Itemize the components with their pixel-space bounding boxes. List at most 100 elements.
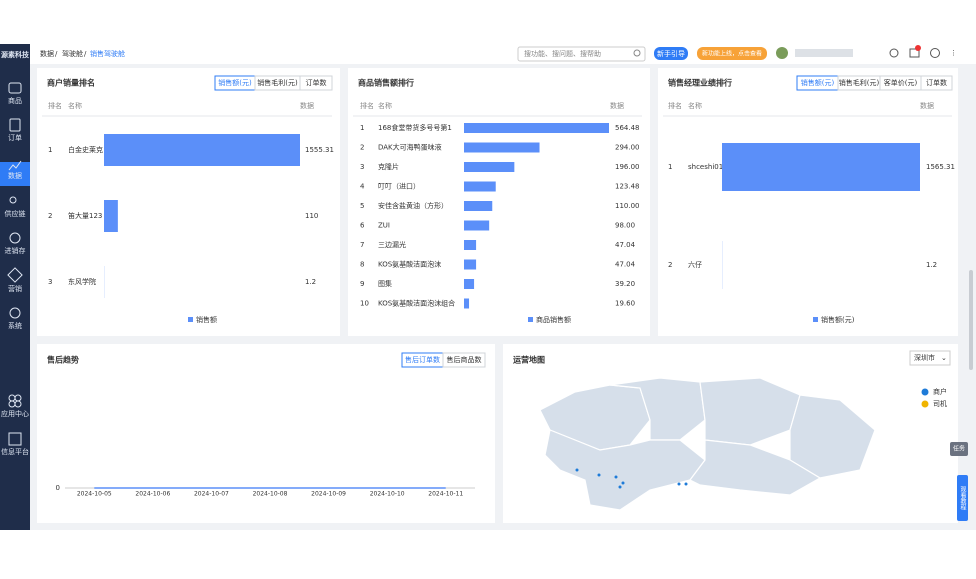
column-header: 名称 (378, 101, 392, 110)
rank: 8 (360, 261, 364, 269)
bar (464, 260, 476, 270)
legend-label[interactable]: 商品销售额 (536, 315, 571, 324)
bar (464, 182, 496, 192)
badge (915, 45, 921, 51)
breadcrumb[interactable]: 驾驶舱 (62, 49, 83, 58)
tab-label: 售后商品数 (447, 355, 482, 364)
nav-item[interactable]: 商品 (8, 96, 22, 105)
guide-text: 新手引导 (657, 49, 685, 58)
bar (464, 299, 469, 309)
name: 安佳含盐黄油（方形） (378, 201, 448, 210)
x-tick-label: 2024-10-06 (135, 491, 170, 498)
tab-label: 销售额(元) (801, 78, 835, 87)
tab-label: 客单价(元) (884, 78, 918, 87)
bar (464, 201, 492, 211)
new-feature-text: 新功能上线，点击查看 (702, 50, 762, 58)
breadcrumb: 销售驾驶舱 (90, 49, 125, 58)
name: 168食堂带货多号号第1 (378, 123, 452, 132)
x-tick-label: 2024-10-11 (428, 491, 463, 498)
panel-title: 商户销量排名 (47, 78, 95, 88)
name: KOS氨基酸洁面泡沫组合 (378, 299, 455, 308)
nav-item[interactable]: 系统 (8, 321, 22, 330)
rank: 1 (48, 146, 52, 154)
rank: 2 (48, 212, 52, 220)
value-label: 196.00 (615, 163, 640, 171)
tab-label: 订单数 (306, 78, 327, 87)
rank: 6 (360, 222, 365, 230)
point (619, 486, 622, 489)
rank: 2 (668, 261, 672, 269)
name: DAK大可海鸭蛋味液 (378, 143, 442, 152)
tab-label: 销售毛利(元) (839, 78, 880, 87)
x-tick-label: 2024-10-08 (253, 491, 288, 498)
bar (464, 221, 489, 231)
value-label: 1.2 (926, 261, 937, 269)
avatar[interactable] (776, 47, 788, 59)
name: 笛大量123 (68, 211, 102, 220)
rank: 4 (360, 183, 365, 191)
bar (464, 240, 476, 250)
bar (464, 143, 540, 153)
point (685, 483, 688, 486)
legend-label[interactable]: 销售额 (196, 315, 217, 324)
name: ZUI (378, 222, 390, 230)
column-header: 数据 (300, 101, 314, 110)
nav-item[interactable]: 数据 (8, 171, 22, 180)
column-header: 名称 (68, 101, 82, 110)
y-tick-label: 0 (56, 484, 60, 492)
name: 白金史莱克 (68, 145, 103, 154)
legend-label[interactable]: 销售额(元) (821, 315, 855, 324)
name: shceshi01 (688, 163, 723, 171)
bar (464, 279, 474, 289)
bar (464, 162, 514, 172)
value-label: 47.04 (615, 241, 636, 249)
name: 三边漏光 (378, 240, 406, 249)
nav-item[interactable]: 营销 (8, 284, 22, 293)
name: KOS氨基酸洁面泡沫 (378, 260, 441, 269)
x-tick-label: 2024-10-07 (194, 491, 229, 498)
column-header: 排名 (48, 101, 62, 110)
scrollbar[interactable] (969, 270, 973, 370)
point (598, 474, 601, 477)
task-text: 任务 (953, 445, 965, 453)
point (678, 483, 681, 486)
value-label: 98.00 (615, 222, 635, 230)
nav-item[interactable]: 订单 (8, 133, 22, 142)
nav-item[interactable]: 信息平台 (1, 447, 29, 456)
value-label: 47.04 (615, 261, 636, 269)
legend-label[interactable]: 商户 (933, 387, 947, 396)
column-header: 数据 (610, 101, 624, 110)
tab-label: 订单数 (926, 78, 947, 87)
value-label: 564.48 (615, 124, 640, 132)
nav-item[interactable]: 进销存 (5, 246, 26, 255)
rank: 10 (360, 300, 369, 308)
rank: 5 (360, 202, 364, 210)
panel-title: 商品销售额排行 (358, 78, 414, 88)
value-label: 123.48 (615, 183, 640, 191)
x-tick-label: 2024-10-05 (77, 491, 112, 498)
panel-title: 运营地图 (513, 355, 545, 365)
nav-item[interactable]: 应用中心 (1, 409, 29, 418)
value-label: 294.00 (615, 144, 640, 152)
nav-item[interactable]: 供应链 (5, 209, 26, 218)
value-label: 110 (305, 212, 318, 220)
name: 东风学院 (68, 277, 96, 286)
panel-title: 售后趋势 (46, 355, 79, 365)
legend-label[interactable]: 司机 (933, 399, 947, 408)
value-label: 110.00 (615, 202, 640, 210)
rank: 2 (360, 144, 364, 152)
rank: 1 (360, 124, 364, 132)
name: 六仔 (688, 260, 702, 269)
x-tick-label: 2024-10-10 (370, 491, 405, 498)
value-label: 1565.31 (926, 163, 955, 171)
user-name-blur (795, 49, 853, 57)
more-icon[interactable]: ⋮ (950, 49, 957, 57)
panel-title: 销售经理业绩排行 (668, 78, 732, 88)
breadcrumb[interactable]: 数据 (40, 49, 54, 58)
value-label: 19.60 (615, 300, 635, 308)
point (622, 482, 625, 485)
value-label: 39.20 (615, 280, 635, 288)
value-label: 1555.31 (305, 146, 334, 154)
